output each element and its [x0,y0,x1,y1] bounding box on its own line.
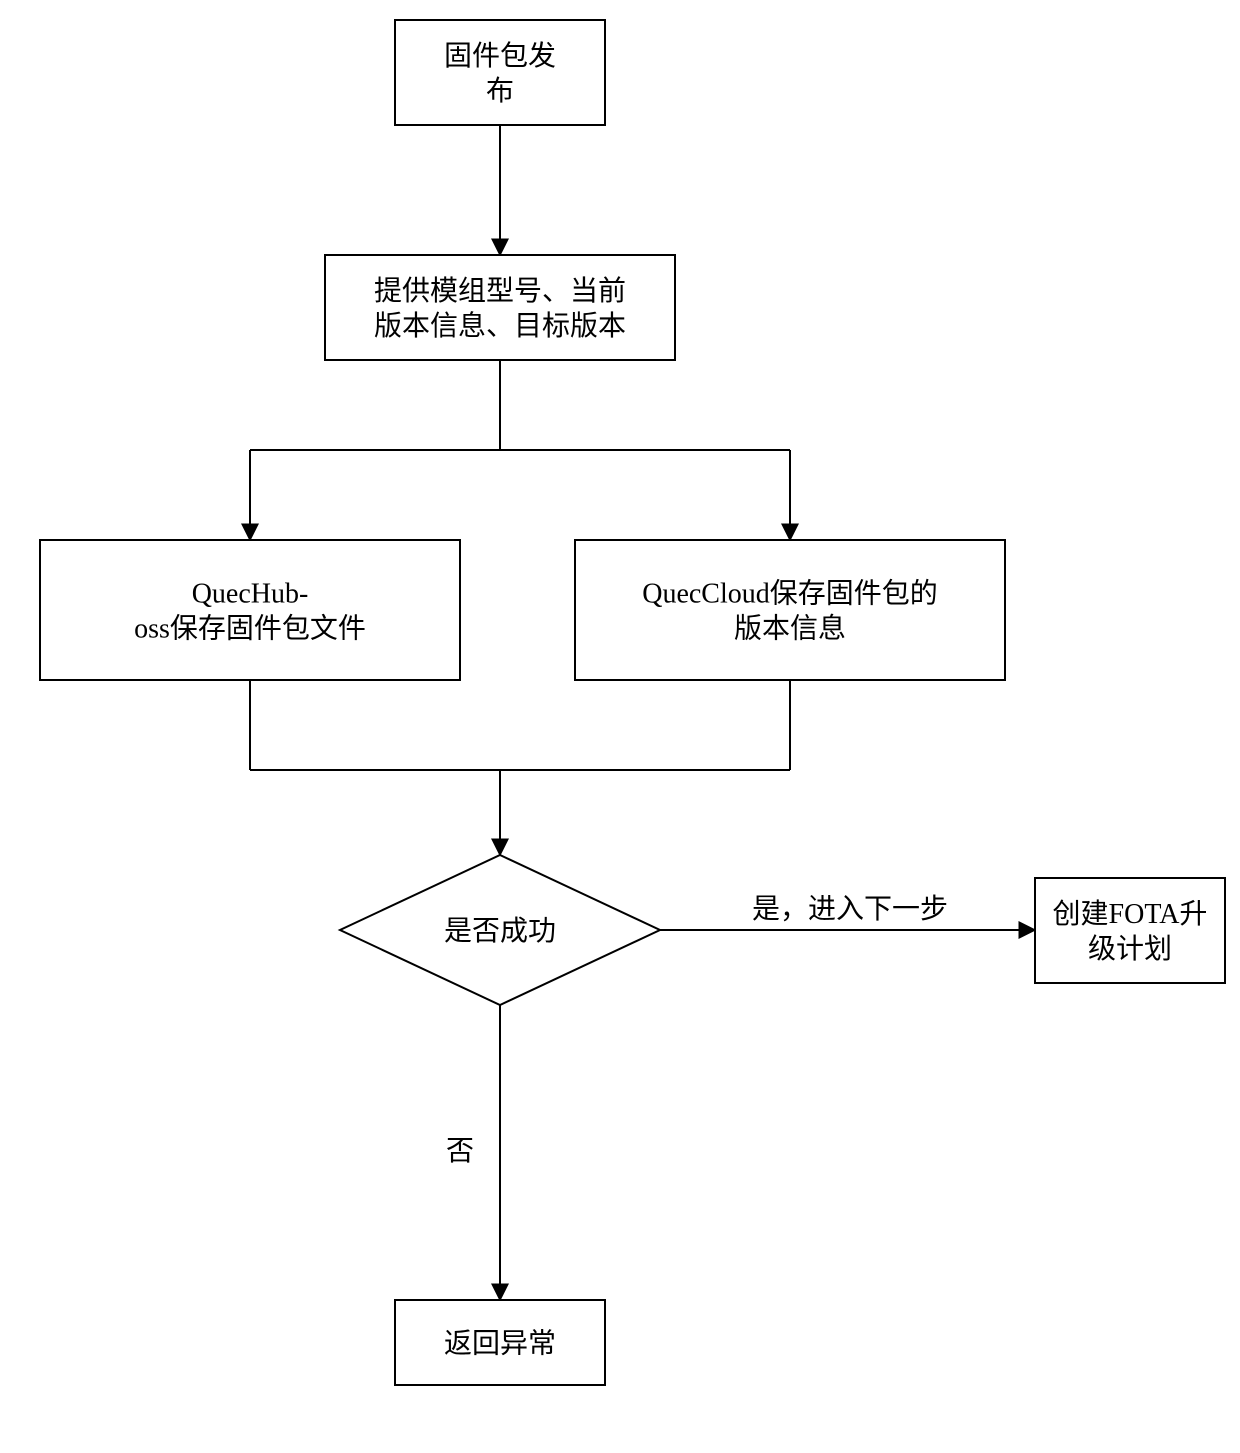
node-create [1035,878,1225,983]
node-start-line1: 布 [486,75,514,107]
node-quechub [40,540,460,680]
node-return-line0: 返回异常 [444,1327,556,1359]
node-quechub-line0: QuecHub- [192,578,309,609]
node-create-line1: 级计划 [1088,933,1172,965]
node-provide-line0: 提供模组型号、当前 [374,275,626,307]
node-queccloud-line1: 版本信息 [734,612,846,644]
edge-label-dec-right: 是，进入下一步 [752,894,948,925]
node-decision-line0: 是否成功 [444,915,556,947]
node-quechub-line1: oss保存固件包文件 [134,612,366,644]
node-start [395,20,605,125]
node-start-line0: 固件包发 [444,40,556,72]
node-queccloud [575,540,1005,680]
node-provide-line1: 版本信息、目标版本 [374,310,626,342]
node-create-line0: 创建FOTA升 [1053,898,1208,930]
node-queccloud-line0: QuecCloud保存固件包的 [642,577,938,609]
node-provide [325,255,675,360]
edge-label-dec-down: 否 [446,1136,474,1167]
